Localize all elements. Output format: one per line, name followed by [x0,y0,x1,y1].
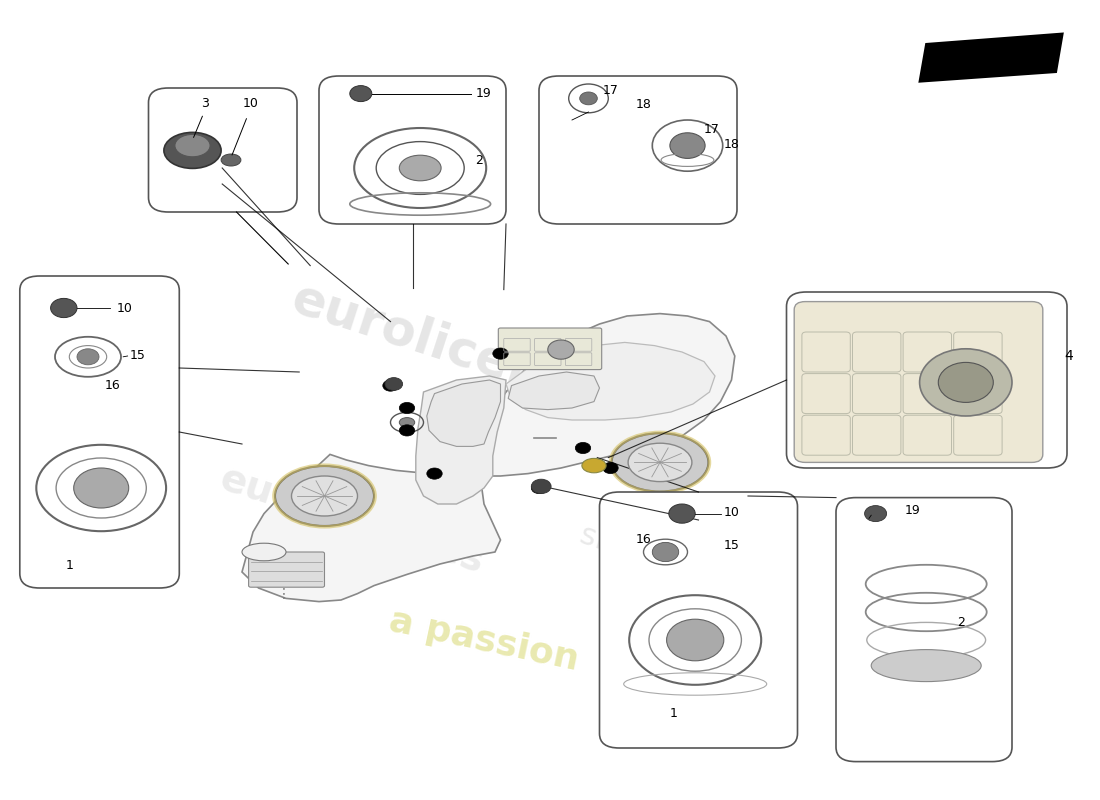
Ellipse shape [399,418,415,427]
Circle shape [920,349,1012,416]
Circle shape [580,92,597,105]
Text: 15: 15 [724,539,739,552]
Text: ⋮: ⋮ [277,586,290,601]
Circle shape [399,402,415,414]
Ellipse shape [871,650,981,682]
Circle shape [865,506,887,522]
Ellipse shape [242,543,286,561]
Circle shape [531,482,547,494]
Circle shape [385,378,403,390]
FancyBboxPatch shape [539,76,737,224]
Text: since 1985: since 1985 [576,521,744,599]
Circle shape [670,133,705,158]
Text: 10: 10 [243,98,258,110]
Polygon shape [416,376,506,504]
Circle shape [399,425,415,436]
Text: 15: 15 [130,349,145,362]
Text: 17: 17 [704,123,719,136]
Circle shape [383,380,398,391]
Polygon shape [242,314,735,602]
Text: eurolicences: eurolicences [214,459,490,581]
Circle shape [350,86,372,102]
FancyBboxPatch shape [249,552,324,587]
Ellipse shape [164,132,221,168]
FancyBboxPatch shape [148,88,297,212]
Ellipse shape [399,155,441,181]
Circle shape [667,619,724,661]
Ellipse shape [175,134,210,157]
Text: 19: 19 [904,504,920,517]
Circle shape [531,479,551,494]
Circle shape [77,349,99,365]
Text: 2: 2 [475,154,483,166]
Ellipse shape [292,476,358,516]
Text: 4: 4 [1065,349,1074,363]
Circle shape [493,348,508,359]
Text: 16: 16 [104,379,120,392]
Text: 17: 17 [603,84,618,97]
Polygon shape [506,342,715,420]
Text: 2: 2 [957,616,965,629]
Ellipse shape [628,443,692,482]
FancyBboxPatch shape [498,328,602,370]
Circle shape [938,362,993,402]
Ellipse shape [612,434,708,491]
FancyBboxPatch shape [786,292,1067,468]
Text: 18: 18 [636,98,651,110]
Ellipse shape [221,154,241,166]
FancyBboxPatch shape [794,302,1043,462]
Circle shape [669,504,695,523]
Circle shape [51,298,77,318]
Text: 18: 18 [724,138,739,150]
Text: 1: 1 [670,707,678,720]
Ellipse shape [275,466,374,526]
Text: 10: 10 [117,302,132,314]
Text: 10: 10 [724,506,739,518]
Polygon shape [920,34,1063,82]
Circle shape [603,462,618,474]
Circle shape [548,340,574,359]
FancyBboxPatch shape [600,492,798,748]
Text: a passion: a passion [386,603,582,677]
Circle shape [427,468,442,479]
Polygon shape [427,380,500,446]
Text: 19: 19 [475,87,491,100]
Text: 3: 3 [200,98,209,110]
Circle shape [652,542,679,562]
Circle shape [74,468,129,508]
FancyBboxPatch shape [836,498,1012,762]
Text: 1: 1 [66,559,74,572]
FancyBboxPatch shape [319,76,506,224]
Text: eurolicences: eurolicences [286,274,638,430]
Circle shape [575,442,591,454]
FancyBboxPatch shape [20,276,179,588]
Polygon shape [508,372,600,410]
Text: 16: 16 [636,533,651,546]
Ellipse shape [582,458,606,473]
